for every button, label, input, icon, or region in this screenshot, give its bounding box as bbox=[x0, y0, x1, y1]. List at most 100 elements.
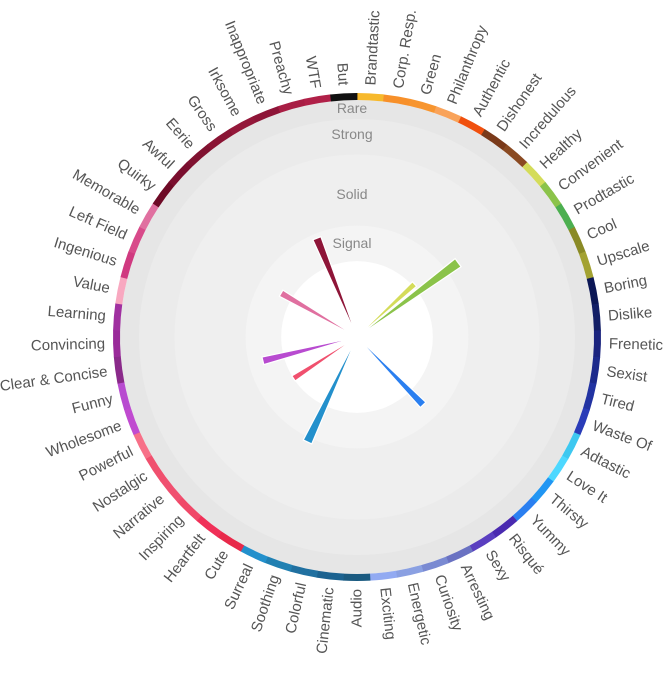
ring-segment-love-it bbox=[547, 455, 569, 482]
band-labels: Signal Solid Strong Rare bbox=[331, 100, 372, 251]
ring-segment-awful bbox=[168, 161, 193, 187]
ring-segment-authentic bbox=[458, 116, 486, 136]
category-label-tired: Tired bbox=[599, 391, 636, 416]
category-label-soothing: Soothing bbox=[248, 573, 283, 635]
ring-segment-curiosity bbox=[421, 556, 449, 572]
bar-funny[interactable] bbox=[261, 336, 358, 366]
category-label-convincing: Convincing bbox=[31, 335, 106, 354]
ring-segment-eerie bbox=[186, 144, 212, 168]
ring-segment-but bbox=[330, 93, 358, 102]
ring-segment-adtastic bbox=[562, 432, 581, 460]
ring-segment-audio bbox=[343, 573, 371, 581]
ring-segment-memorable bbox=[139, 203, 159, 230]
category-label-surreal: Surreal bbox=[221, 561, 257, 612]
category-label-preachy: Preachy bbox=[265, 39, 296, 97]
ring-segment-quirky bbox=[152, 181, 175, 208]
bars bbox=[261, 235, 462, 445]
category-label-eerie: Eerie bbox=[162, 115, 198, 153]
bar-memorable[interactable] bbox=[278, 289, 358, 338]
ring-segment-tired bbox=[583, 382, 597, 411]
ring-segment-waste-of bbox=[573, 407, 590, 436]
bar-yummy[interactable] bbox=[356, 336, 427, 409]
ring-segment-nostalgic bbox=[145, 455, 167, 482]
band-label-strong: Strong bbox=[331, 126, 372, 142]
category-label-energetic: Energetic bbox=[404, 581, 435, 647]
band-label-rare: Rare bbox=[337, 100, 368, 116]
ring-segment-irksome bbox=[229, 116, 257, 136]
ring-segment-inappropriate bbox=[252, 106, 281, 123]
ring-segment-upscale bbox=[578, 251, 594, 280]
category-label-sexy: Sexy bbox=[482, 547, 514, 585]
category-label-upscale: Upscale bbox=[595, 237, 652, 269]
ring-segment-exciting bbox=[369, 570, 398, 581]
ring-segment-clear-concise bbox=[113, 356, 125, 384]
bar-inappropriate[interactable] bbox=[312, 235, 358, 338]
category-label-wtf: WTF bbox=[302, 55, 324, 90]
ring-segment-boring bbox=[586, 277, 599, 305]
ring-segment-wholesome bbox=[123, 407, 140, 436]
ring-segment-cute bbox=[217, 531, 245, 552]
category-label-green: Green bbox=[417, 52, 445, 97]
category-label-audio: Audio bbox=[349, 589, 366, 627]
ring-segment-narrative bbox=[160, 477, 183, 503]
ring-segment-sexist bbox=[589, 356, 601, 385]
category-label-gross: Gross bbox=[184, 92, 221, 135]
category-label-but: But bbox=[333, 62, 351, 86]
ring-segment-heartfelt bbox=[196, 515, 222, 538]
ring-segment-value bbox=[115, 276, 128, 305]
ring-segment-brandtastic bbox=[357, 93, 385, 102]
category-label-cool: Cool bbox=[584, 216, 619, 244]
ring-segment-preachy bbox=[277, 98, 306, 113]
ring-segment-thirsty bbox=[531, 477, 554, 503]
category-label-clear-concise: Clear & Concise bbox=[0, 363, 109, 395]
category-label-awful: Awful bbox=[139, 135, 177, 172]
ring-segment-healthy bbox=[522, 162, 546, 187]
category-label-ingenious: Ingenious bbox=[52, 234, 119, 270]
ring-segment-dislike bbox=[591, 303, 601, 331]
band-label-solid: Solid bbox=[336, 186, 367, 202]
ring-segment-funny bbox=[117, 382, 131, 410]
ring-segment-cool bbox=[568, 226, 586, 255]
category-label-sexist: Sexist bbox=[605, 363, 649, 386]
category-label-boring: Boring bbox=[603, 272, 649, 297]
category-label-brandtastic: Brandtastic bbox=[362, 9, 383, 85]
ring-segment-learning bbox=[113, 303, 123, 331]
band-label-signal: Signal bbox=[333, 235, 372, 251]
category-label-value: Value bbox=[71, 273, 111, 297]
category-label-funny: Funny bbox=[70, 391, 115, 418]
category-label-cute: Cute bbox=[201, 547, 232, 583]
ring-segment-powerful bbox=[133, 431, 152, 459]
ring-segment-convenient bbox=[539, 181, 562, 208]
category-label-dislike: Dislike bbox=[607, 304, 652, 325]
category-label-cinematic: Cinematic bbox=[313, 586, 337, 655]
ring-segment-surreal bbox=[240, 545, 268, 564]
ring-segment-green bbox=[408, 98, 437, 113]
ring-segment-yummy bbox=[512, 497, 537, 522]
ring-segment-colorful bbox=[290, 564, 318, 578]
ring-segment-frenetic bbox=[593, 330, 602, 358]
category-label-colorful: Colorful bbox=[282, 581, 310, 635]
category-color-ring bbox=[113, 93, 602, 581]
ring-segment-sexy bbox=[469, 531, 497, 552]
ring-segment-energetic bbox=[395, 565, 424, 578]
ring-segment-cinematic bbox=[316, 570, 344, 581]
category-label-corp-resp-: Corp. Resp. bbox=[390, 8, 420, 90]
ring-segment-incredulous bbox=[502, 144, 528, 168]
bar-healthy[interactable] bbox=[356, 280, 418, 338]
ring-segment-dishonest bbox=[481, 129, 508, 151]
category-label-frenetic: Frenetic bbox=[609, 335, 664, 354]
category-label-exciting: Exciting bbox=[376, 587, 399, 641]
ring-segment-ingenious bbox=[120, 251, 136, 279]
bar-nostalgic[interactable] bbox=[291, 336, 358, 382]
ring-segment-soothing bbox=[264, 556, 293, 572]
ring-segment-prodtastic bbox=[555, 203, 575, 231]
ring-segment-inspiring bbox=[177, 497, 202, 522]
bar-surreal[interactable] bbox=[302, 336, 358, 445]
ring-segment-corp-resp- bbox=[383, 94, 411, 106]
bar-convenient[interactable] bbox=[356, 257, 462, 338]
category-label-curiosity: Curiosity bbox=[431, 573, 466, 634]
category-label-quirky: Quirky bbox=[114, 155, 159, 195]
ring-segment-left-field bbox=[128, 226, 146, 254]
category-label-learning: Learning bbox=[47, 303, 107, 325]
